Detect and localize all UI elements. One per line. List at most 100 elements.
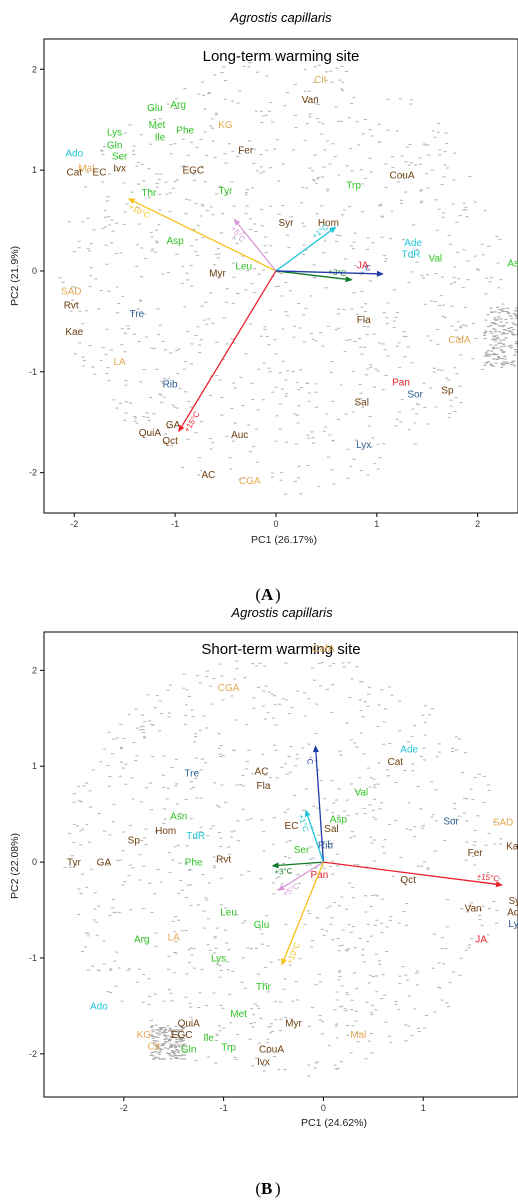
bg-point	[83, 946, 87, 948]
bg-point	[154, 945, 158, 947]
bg-point	[146, 694, 150, 696]
bg-point	[355, 666, 359, 668]
metabolite-label: Thr	[256, 982, 272, 993]
y-tick-label: 1	[32, 165, 37, 175]
bg-point	[251, 399, 255, 401]
metabolite-label: Asp	[330, 815, 348, 826]
bg-point	[398, 983, 402, 985]
bg-point	[215, 860, 219, 862]
bg-point	[86, 217, 90, 219]
bg-point	[375, 953, 378, 955]
bg-point	[497, 316, 501, 318]
bg-point	[493, 317, 497, 319]
bg-point	[294, 114, 298, 116]
bg-point	[263, 245, 267, 247]
bg-point	[218, 965, 222, 967]
bg-point	[293, 795, 296, 797]
bg-point	[81, 356, 85, 358]
bg-point	[203, 927, 207, 929]
bg-point	[471, 358, 475, 360]
bg-point	[370, 842, 374, 844]
bg-point	[312, 805, 316, 807]
metabolite-label: Ade	[404, 238, 422, 249]
bg-point	[473, 255, 477, 257]
treatment-arrowhead	[495, 881, 503, 888]
metabolite-label: Leu	[235, 261, 252, 272]
bg-point	[317, 64, 321, 66]
bg-point	[224, 929, 227, 931]
bg-point	[248, 228, 252, 230]
metabolite-label: Tyr	[67, 858, 82, 869]
bg-point	[336, 853, 339, 855]
bg-point	[277, 1068, 281, 1070]
bg-point	[272, 717, 275, 719]
bg-point	[314, 406, 318, 408]
bg-point	[82, 360, 86, 362]
bg-point	[123, 332, 127, 334]
bg-point	[195, 675, 199, 677]
bg-point	[277, 213, 281, 215]
bg-point	[106, 200, 109, 202]
metabolite-label: Ser	[112, 152, 128, 163]
metabolite-label: Phe	[176, 125, 194, 136]
metabolite-label: Myr	[285, 1019, 302, 1030]
bg-point	[110, 753, 114, 755]
bg-point	[71, 299, 75, 301]
bg-point	[307, 1064, 311, 1066]
bg-point	[173, 972, 177, 974]
metabolite-label: Asp	[166, 236, 184, 247]
bg-point	[350, 783, 353, 785]
bg-point	[97, 308, 101, 310]
bg-point	[331, 812, 335, 814]
bg-point	[487, 245, 491, 247]
bg-point	[261, 705, 265, 707]
bg-point	[445, 1002, 449, 1004]
bg-point	[431, 967, 435, 969]
bg-point	[447, 1006, 450, 1008]
bg-point	[173, 846, 177, 848]
bg-point	[155, 186, 159, 188]
bg-point	[403, 356, 407, 358]
bg-point	[158, 324, 162, 326]
bg-point	[138, 879, 142, 881]
bg-point	[262, 171, 266, 173]
y-tick-label: -2	[29, 468, 37, 478]
bg-point	[248, 1038, 252, 1040]
bg-point	[483, 210, 487, 212]
bg-point	[142, 865, 146, 867]
bg-point	[366, 248, 370, 250]
bg-point	[278, 403, 282, 405]
bg-point	[340, 1061, 343, 1063]
bg-point	[450, 305, 454, 307]
bg-point	[72, 842, 76, 844]
bg-point	[379, 203, 383, 205]
bg-point	[274, 1019, 278, 1021]
bg-point	[241, 808, 245, 810]
bg-point	[347, 662, 351, 664]
bg-point	[394, 820, 398, 822]
bg-point	[308, 864, 312, 866]
bg-point	[154, 932, 158, 934]
bg-point	[236, 1034, 240, 1036]
bg-point	[219, 877, 223, 879]
bg-point	[190, 245, 194, 247]
bg-point	[273, 704, 277, 706]
bg-point	[459, 327, 463, 329]
bg-point	[184, 996, 188, 998]
bg-point	[120, 344, 124, 346]
bg-point	[295, 758, 299, 760]
metabolite-label: Mal	[78, 164, 94, 175]
bg-point	[162, 1000, 166, 1002]
bg-point	[156, 1046, 160, 1048]
bg-point	[194, 250, 198, 252]
bg-point	[218, 379, 222, 381]
bg-point	[291, 371, 295, 373]
bg-point	[352, 248, 356, 250]
bg-point	[373, 463, 377, 465]
bg-point	[312, 264, 316, 266]
bg-point	[168, 1054, 172, 1056]
bg-point	[373, 784, 377, 786]
bg-point	[128, 824, 132, 826]
bg-point	[230, 408, 234, 410]
bg-point	[312, 679, 316, 681]
